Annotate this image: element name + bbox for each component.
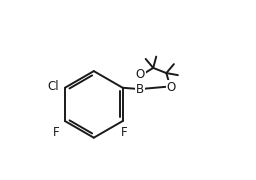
- Text: O: O: [136, 68, 145, 81]
- Text: Cl: Cl: [47, 80, 59, 93]
- Text: F: F: [53, 126, 60, 139]
- Text: O: O: [166, 81, 176, 94]
- Text: F: F: [121, 126, 128, 139]
- Text: B: B: [136, 83, 144, 96]
